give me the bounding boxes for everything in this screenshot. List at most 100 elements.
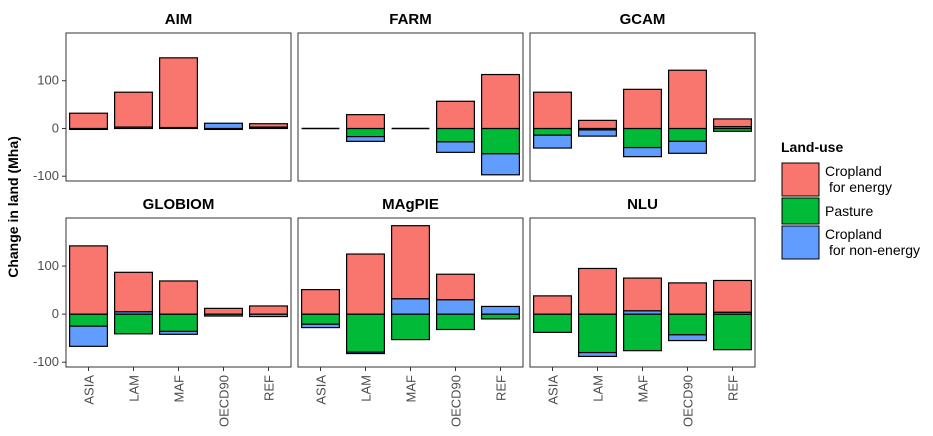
legend-label-pasture: Pasture [825,203,873,219]
y-tick-label: -100 [33,354,59,369]
bar-maf-nonenergy [622,146,662,158]
bar-lam-nonenergy [577,129,617,137]
x-tick-label: REF [262,375,277,401]
bar-maf-energy [159,280,199,315]
bar-lam-energy [577,267,617,315]
bar-asia-pasture [301,313,341,325]
bar-ref-pasture [712,313,752,351]
x-tick-label: REF [726,375,741,401]
bar-asia-energy [532,295,572,315]
bar-maf-energy [159,57,199,129]
bar-oecd90-pasture [667,313,707,336]
bar-lam-pasture [346,127,386,138]
y-tick-label: 100 [37,73,59,88]
y-tick-label: 0 [52,306,59,321]
bar-maf-pasture [622,127,662,149]
x-tick-label: ASIA [314,375,329,405]
bar-maf-energy [391,225,431,300]
bar-maf-energy [622,88,662,130]
bar-oecd90-nonenergy [436,141,476,153]
bar-lam-pasture [346,313,386,353]
x-tick-label: MAF [172,375,187,403]
bar-maf-energy [622,277,662,312]
panel-title: NLU [627,196,658,213]
panel-title: AIM [165,11,193,28]
x-tick-label: ASIA [546,375,561,405]
x-tick-label: OECD90 [449,375,464,427]
x-tick-label: MAF [636,375,651,403]
bar-oecd90-energy [436,273,476,301]
x-tick-label: LAM [359,375,374,402]
bar-lam-energy [113,271,153,313]
bar-oecd90-pasture [667,127,707,142]
panel-farm: FARM [297,11,524,182]
panel-magpie: MAgPIE ASIA LAM MAF OECD90 REF [297,196,524,427]
legend-label-energy-line2: for energy [829,179,892,195]
x-tick-label: ASIA [82,375,97,405]
panel-frame [297,32,524,182]
bar-maf-pasture [622,313,662,352]
legend-swatch-nonenergy [781,225,820,260]
x-tick-label: MAF [404,375,419,403]
bar-maf-nonenergy [391,298,431,315]
y-tick-label: 0 [52,120,59,135]
bar-asia-energy [68,112,108,130]
bar-oecd90-energy [436,100,476,130]
bar-lam-pasture [577,313,617,354]
panel-title: GLOBIOM [143,196,215,213]
legend-swatch-energy [781,162,820,197]
bar-oecd90-pasture [436,313,476,331]
bar-ref-energy [481,73,521,130]
bar-lam-energy [346,114,386,130]
bar-ref-nonenergy [481,153,521,176]
bar-oecd90-energy [204,307,244,315]
bar-oecd90-energy [667,282,707,315]
y-axis-title: Change in land (Mha) [5,136,21,278]
bar-ref-energy [712,118,752,128]
panel-title: MAgPIE [382,196,439,213]
x-tick-label: LAM [591,375,606,402]
panel-gcam: GCAM [529,11,756,182]
bar-ref-nonenergy [481,305,521,315]
bar-lam-nonenergy [346,136,386,142]
bar-lam-nonenergy [577,351,617,358]
panel-frame [529,32,756,182]
bar-asia-energy [301,289,341,315]
legend-swatch-pasture [781,197,820,225]
bar-lam-energy [577,119,617,130]
panel-title: FARM [389,11,432,28]
bar-asia-pasture [68,313,108,327]
bar-oecd90-nonenergy [667,140,707,154]
bar-asia-nonenergy [301,323,341,329]
y-tick-label: 100 [37,258,59,273]
bar-asia-pasture [532,313,572,333]
bar-maf-pasture [159,313,199,333]
bar-lam-pasture [113,313,153,335]
bar-asia-nonenergy [68,325,108,347]
bar-lam-nonenergy [346,351,386,355]
bar-oecd90-nonenergy [667,334,707,342]
panel-nlu: NLU ASIA LAM MAF OECD90 REF [529,196,756,427]
panel-globiom: GLOBIOM -100 0 100 ASIA LAM MAF OECD90 REF [33,196,292,427]
x-tick-label: OECD90 [217,375,232,427]
bar-oecd90-energy [667,69,707,130]
bar-asia-energy [68,245,108,315]
bar-ref-energy [249,123,289,128]
bar-maf-nonenergy [159,330,199,335]
panel-title: GCAM [620,11,666,28]
bar-asia-energy [532,91,572,130]
bar-ref-pasture [481,313,521,320]
legend-title: Land-use [781,139,843,155]
bar-oecd90-nonenergy [204,122,244,130]
bar-asia-nonenergy [532,134,572,149]
bar-maf-pasture [391,313,431,341]
bar-asia-pasture [532,127,572,136]
bar-lam-energy [113,91,153,128]
legend-label-energy: Cropland [825,163,882,179]
x-tick-label: OECD90 [681,375,696,427]
bar-ref-energy [712,279,752,313]
bar-lam-energy [346,253,386,315]
bar-oecd90-nonenergy [436,299,476,315]
bar-ref-energy [249,305,289,315]
x-tick-label: LAM [127,375,142,402]
